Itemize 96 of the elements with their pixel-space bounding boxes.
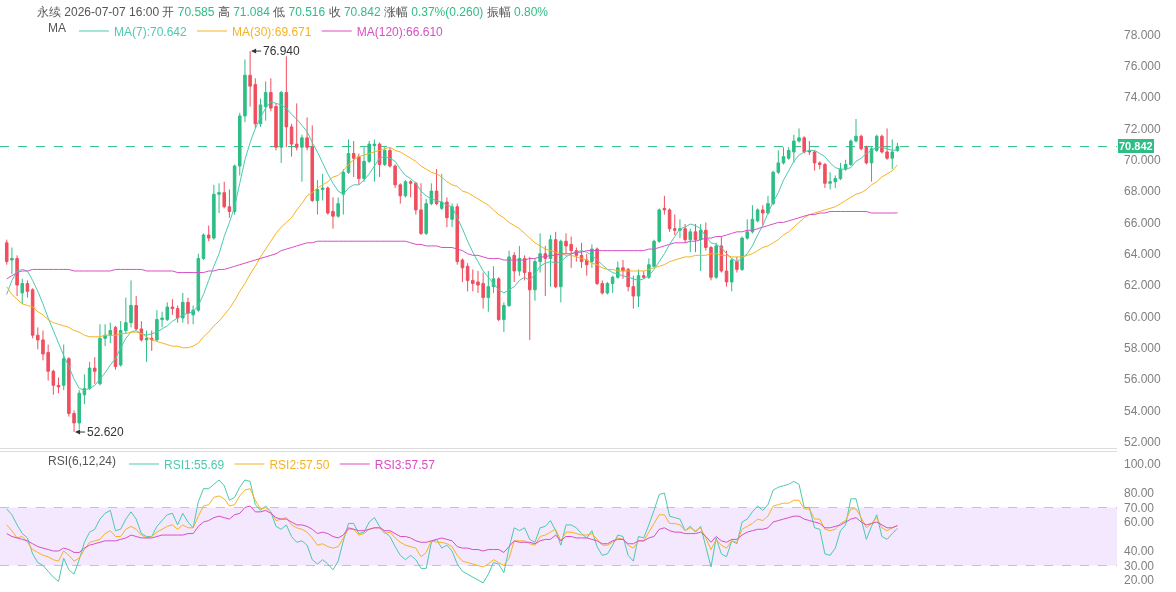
candlestick <box>445 196 449 228</box>
candlestick <box>434 168 439 206</box>
candlestick <box>450 203 454 228</box>
legend-label: MA(7):70.642 <box>114 24 188 39</box>
candlestick <box>460 257 465 283</box>
candlestick <box>93 356 97 385</box>
candlestick <box>714 242 718 280</box>
y-tick-label: 66.000 <box>1124 215 1162 230</box>
candlestick <box>584 253 589 277</box>
candlestick <box>61 344 66 391</box>
y-tick-label: 74.000 <box>1124 90 1162 105</box>
candlestick <box>486 270 491 313</box>
y-tick-label: 70.00 <box>1124 500 1155 515</box>
candlestick <box>543 245 548 297</box>
candlestick <box>284 55 289 148</box>
candlestick <box>144 330 149 363</box>
candlestick <box>289 123 294 158</box>
candlestick <box>56 377 61 394</box>
legend-label: RSI1:55.69 <box>164 457 225 472</box>
candlestick <box>735 256 739 274</box>
y-tick-label: 80.00 <box>1124 486 1155 501</box>
candlestick <box>761 204 765 227</box>
candlestick <box>579 242 584 269</box>
legend-label: RSI3:57.57 <box>374 457 436 472</box>
y-tick-label: 58.000 <box>1124 340 1162 355</box>
candlestick <box>559 239 563 303</box>
candlestick <box>10 247 14 275</box>
y-tick-label: 100.00 <box>1124 457 1162 472</box>
candlestick <box>553 231 558 289</box>
candlestick <box>181 292 185 324</box>
candlestick <box>698 223 703 272</box>
candlestick <box>688 228 693 253</box>
candlestick <box>196 253 201 313</box>
candlestick <box>341 168 346 216</box>
annotation: 76.940 <box>263 44 301 58</box>
legend-label: RSI2:57.50 <box>269 457 330 472</box>
candlestick <box>4 239 9 266</box>
legend-label: MA(30):69.671 <box>232 24 312 39</box>
y-tick-label: 64.000 <box>1124 246 1162 261</box>
legend-title: MA <box>48 21 66 36</box>
candlestick <box>683 223 687 244</box>
candlestick <box>87 361 92 391</box>
y-tick-label: 54.000 <box>1124 403 1162 418</box>
candlestick <box>175 304 180 324</box>
annotation: 52.620 <box>87 425 125 439</box>
ref-line-label: 70.842 <box>1119 140 1153 152</box>
line-series <box>6 101 898 391</box>
y-tick-label: 70.000 <box>1124 152 1162 167</box>
candlestick <box>517 245 522 277</box>
y-tick-label: 78.000 <box>1124 27 1162 42</box>
candlestick <box>186 297 190 325</box>
candlestick <box>455 203 460 266</box>
legend-label: MA(120):66.610 <box>356 24 444 39</box>
y-tick-label: 68.000 <box>1124 184 1162 199</box>
candlestick <box>20 278 25 305</box>
candlestick <box>300 134 304 183</box>
candlestick <box>294 102 299 151</box>
y-tick-label: 76.000 <box>1124 58 1162 73</box>
line-series <box>6 146 898 349</box>
line-series <box>6 479 898 584</box>
y-tick-label: 20.00 <box>1124 573 1155 588</box>
candlestick <box>206 225 211 242</box>
candlestick <box>724 250 729 288</box>
candlestick <box>874 134 879 153</box>
candlestick <box>512 251 516 283</box>
candlestick <box>320 173 325 201</box>
legend-title: RSI(6,12,24) <box>48 454 117 469</box>
candlestick <box>781 146 786 165</box>
y-tick-label: 62.000 <box>1124 278 1162 293</box>
candlestick <box>15 254 19 297</box>
candlestick <box>527 256 532 341</box>
y-tick-label: 40.00 <box>1124 544 1155 559</box>
chart-title: 永续 2026-07-07 16:00 开 70.585 高 71.084 低 70.516 收 70.842 涨幅 0.37%(0.260) 振幅 0.80% <box>37 5 548 19</box>
candlestick <box>693 223 698 253</box>
y-tick-label: 60.00 <box>1124 515 1155 530</box>
y-tick-label: 52.000 <box>1124 434 1162 449</box>
candlestick <box>548 234 553 288</box>
candlestick <box>496 276 501 322</box>
candlestick <box>315 179 320 216</box>
candlestick <box>25 279 30 299</box>
line-series <box>6 505 898 553</box>
candlestick <box>812 149 817 172</box>
candlestick <box>755 207 760 223</box>
candlestick <box>662 195 667 216</box>
candlestick <box>729 257 734 292</box>
candlestick <box>439 173 444 211</box>
candlestick <box>108 322 113 344</box>
candlestick <box>170 298 175 316</box>
candlestick <box>263 80 268 122</box>
y-tick-label: 30.00 <box>1124 558 1155 573</box>
y-tick-label: 60.000 <box>1124 309 1162 324</box>
line-series <box>6 210 898 280</box>
y-tick-label: 56.000 <box>1124 372 1162 387</box>
candlestick <box>641 270 646 280</box>
y-tick-label: 72.000 <box>1124 121 1162 136</box>
candlestick <box>336 196 340 219</box>
